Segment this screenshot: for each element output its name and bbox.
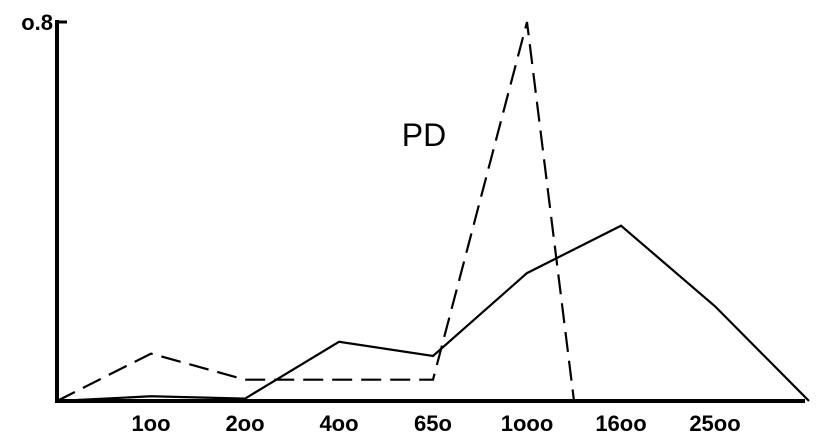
annotation-label: PD: [402, 117, 446, 153]
x-tick-label: 1ooo: [501, 411, 554, 436]
annotation-layer: PD: [402, 117, 446, 153]
x-tick-label: 4oo: [319, 411, 358, 436]
y-tick-label: o.8: [21, 10, 53, 35]
axes: [55, 20, 805, 403]
x-tick-label: 25oo: [689, 411, 740, 436]
series-layer: [56, 21, 810, 403]
solid-series-line: [56, 224, 810, 403]
y-ticks: o.8: [21, 10, 67, 35]
x-tick-label: 2oo: [225, 411, 264, 436]
x-tick-label: 1oo: [131, 411, 170, 436]
dashed-series-line: [56, 21, 576, 402]
x-tick-label: 65o: [414, 411, 452, 436]
x-ticks: 1oo 2oo 4oo 65o 1ooo 16oo 25oo: [131, 411, 740, 436]
x-tick-label: 16oo: [595, 411, 646, 436]
